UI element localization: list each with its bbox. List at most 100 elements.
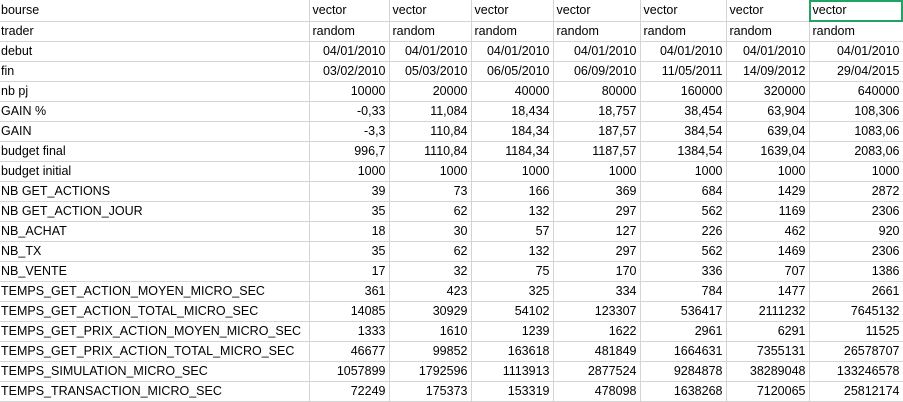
table-cell[interactable]: 1187,57 [553,141,641,162]
table-cell[interactable]: 226 [640,221,727,242]
table-cell[interactable]: 369 [553,181,641,202]
table-cell[interactable]: 784 [640,281,727,302]
table-cell[interactable]: 7120065 [726,381,810,402]
table-cell[interactable]: 80000 [553,81,641,102]
table-cell[interactable]: -3,3 [309,121,390,142]
table-cell[interactable]: 536417 [640,301,727,322]
table-cell[interactable]: 18,434 [471,101,554,122]
table-cell[interactable]: 35 [309,241,390,262]
table-cell[interactable]: 160000 [640,81,727,102]
table-cell[interactable]: 1169 [726,201,810,222]
table-cell[interactable]: 72249 [309,381,390,402]
table-cell[interactable]: 04/01/2010 [726,41,810,62]
table-cell[interactable]: 2306 [809,241,903,262]
row-label-cell[interactable]: budget initial [0,161,310,182]
table-cell[interactable]: 32 [389,261,472,282]
table-cell[interactable]: 1386 [809,261,903,282]
table-cell[interactable]: 1113913 [471,361,554,382]
table-cell[interactable]: 1477 [726,281,810,302]
table-cell[interactable]: 30929 [389,301,472,322]
table-cell[interactable]: 320000 [726,81,810,102]
table-cell[interactable]: vector [640,0,727,22]
table-cell[interactable]: 462 [726,221,810,242]
table-cell[interactable]: 14/09/2012 [726,61,810,82]
row-label-cell[interactable]: GAIN % [0,101,310,122]
table-cell[interactable]: 1184,34 [471,141,554,162]
table-cell[interactable]: 1638268 [640,381,727,402]
table-cell[interactable]: random [471,21,554,42]
table-cell[interactable]: 1083,06 [809,121,903,142]
table-cell[interactable]: 1792596 [389,361,472,382]
table-cell[interactable]: 38289048 [726,361,810,382]
table-cell[interactable]: 481849 [553,341,641,362]
table-cell[interactable]: 110,84 [389,121,472,142]
table-cell[interactable]: 2877524 [553,361,641,382]
table-cell[interactable]: 297 [553,201,641,222]
row-label-cell[interactable]: NB_TX [0,241,310,262]
table-cell[interactable]: 361 [309,281,390,302]
table-cell[interactable]: 57 [471,221,554,242]
row-label-cell[interactable]: bourse [0,0,310,22]
table-cell[interactable]: 163618 [471,341,554,362]
table-cell[interactable]: 14085 [309,301,390,322]
table-cell[interactable]: 132 [471,241,554,262]
row-label-cell[interactable]: TEMPS_GET_PRIX_ACTION_MOYEN_MICRO_SEC [0,321,310,342]
table-cell[interactable]: 7645132 [809,301,903,322]
table-cell[interactable]: 35 [309,201,390,222]
table-cell[interactable]: 1000 [309,161,390,182]
table-cell[interactable]: 1384,54 [640,141,727,162]
row-label-cell[interactable]: fin [0,61,310,82]
row-label-cell[interactable]: budget final [0,141,310,162]
table-cell[interactable]: 26578707 [809,341,903,362]
table-cell[interactable]: 1333 [309,321,390,342]
table-cell[interactable]: 18 [309,221,390,242]
row-label-cell[interactable]: trader [0,21,310,42]
table-cell[interactable]: 423 [389,281,472,302]
table-cell[interactable]: 175373 [389,381,472,402]
table-cell[interactable]: vector [726,0,810,22]
table-cell[interactable]: random [726,21,810,42]
table-cell[interactable]: 73 [389,181,472,202]
table-cell[interactable]: 39 [309,181,390,202]
table-cell[interactable]: 99852 [389,341,472,362]
table-cell[interactable]: 1000 [553,161,641,182]
table-cell[interactable]: 639,04 [726,121,810,142]
table-cell[interactable]: 153319 [471,381,554,402]
table-cell[interactable]: 1000 [640,161,727,182]
table-cell[interactable]: 334 [553,281,641,302]
table-cell[interactable]: random [389,21,472,42]
table-cell[interactable]: 640000 [809,81,903,102]
row-label-cell[interactable]: NB_VENTE [0,261,310,282]
table-cell[interactable]: 54102 [471,301,554,322]
table-cell[interactable]: vector [553,0,641,22]
table-cell[interactable]: 40000 [471,81,554,102]
table-cell[interactable]: 133246578 [809,361,903,382]
table-cell[interactable]: vector [471,0,554,22]
table-cell[interactable]: random [640,21,727,42]
table-cell[interactable]: 187,57 [553,121,641,142]
table-cell[interactable]: 7355131 [726,341,810,362]
table-cell[interactable]: 297 [553,241,641,262]
table-cell[interactable]: 1000 [471,161,554,182]
table-cell[interactable]: 325 [471,281,554,302]
table-cell[interactable]: 1469 [726,241,810,262]
table-cell[interactable]: 336 [640,261,727,282]
table-cell[interactable]: random [309,21,390,42]
table-cell[interactable]: 166 [471,181,554,202]
table-cell[interactable]: 20000 [389,81,472,102]
row-label-cell[interactable]: TEMPS_GET_ACTION_TOTAL_MICRO_SEC [0,301,310,322]
row-label-cell[interactable]: TEMPS_GET_PRIX_ACTION_TOTAL_MICRO_SEC [0,341,310,362]
table-cell[interactable]: 1057899 [309,361,390,382]
row-label-cell[interactable]: NB_ACHAT [0,221,310,242]
row-label-cell[interactable]: TEMPS_SIMULATION_MICRO_SEC [0,361,310,382]
row-label-cell[interactable]: GAIN [0,121,310,142]
table-cell[interactable]: 1639,04 [726,141,810,162]
table-cell[interactable]: 2872 [809,181,903,202]
table-cell[interactable]: 11,084 [389,101,472,122]
table-cell[interactable]: 04/01/2010 [389,41,472,62]
table-cell[interactable]: 06/09/2010 [553,61,641,82]
table-cell[interactable]: 2961 [640,321,727,342]
table-cell[interactable]: 996,7 [309,141,390,162]
table-cell[interactable]: 478098 [553,381,641,402]
table-cell[interactable]: 05/03/2010 [389,61,472,82]
